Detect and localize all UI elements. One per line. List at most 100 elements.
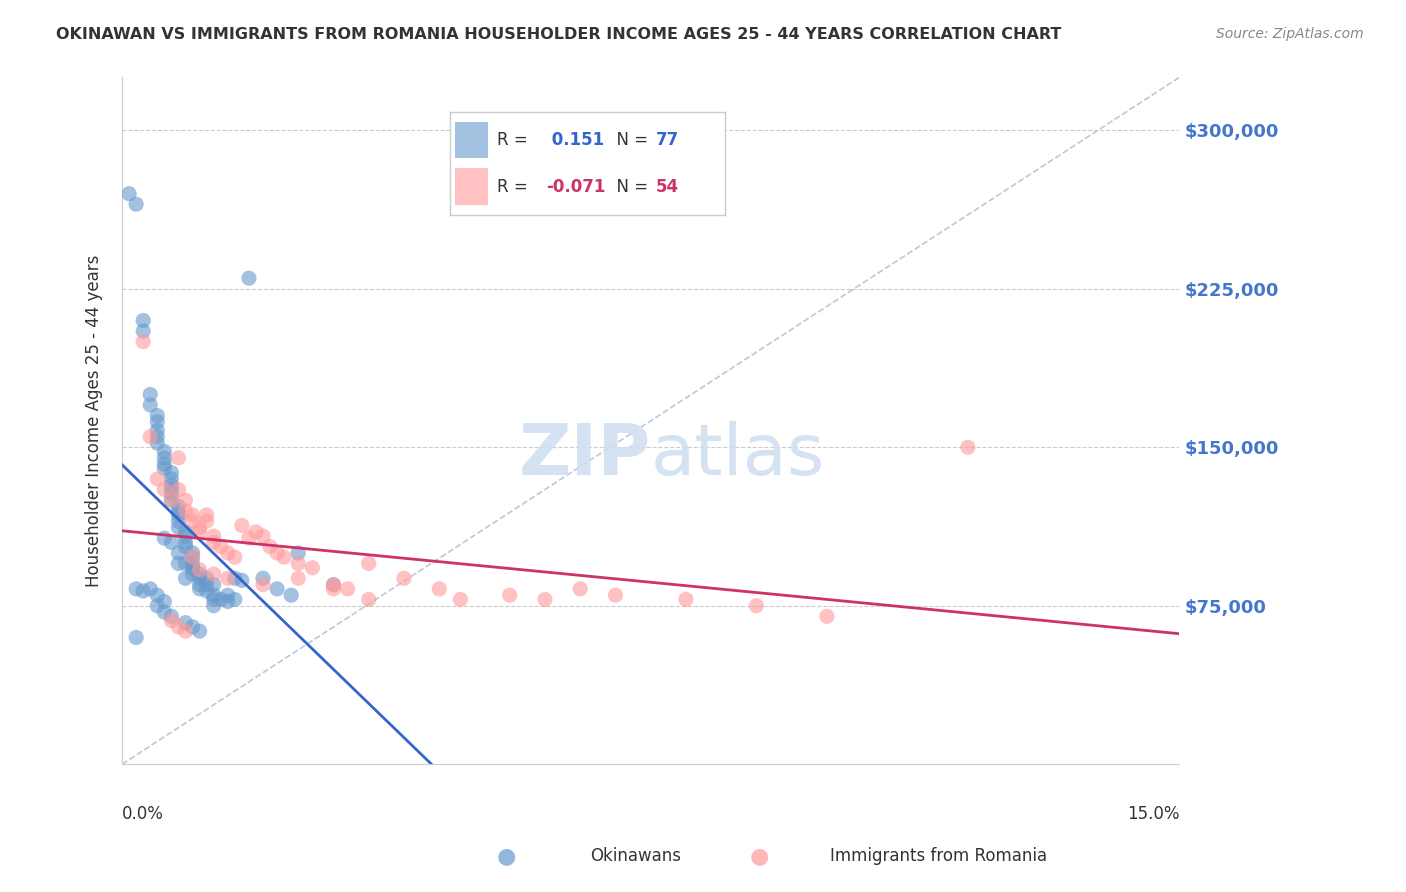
Point: [146, 430, 169, 444]
Point: [125, 582, 148, 596]
Point: [956, 440, 979, 454]
Point: [174, 493, 197, 508]
Point: [336, 582, 359, 596]
Text: 0.0%: 0.0%: [122, 805, 165, 823]
Point: [167, 500, 190, 514]
Point: [118, 186, 141, 201]
Point: [202, 529, 225, 543]
Point: [357, 557, 380, 571]
Point: [322, 577, 344, 591]
Point: [160, 535, 183, 549]
Text: Source: ZipAtlas.com: Source: ZipAtlas.com: [1216, 27, 1364, 41]
Point: [153, 594, 176, 608]
Point: [217, 594, 239, 608]
Text: OKINAWAN VS IMMIGRANTS FROM ROMANIA HOUSEHOLDER INCOME AGES 25 - 44 YEARS CORREL: OKINAWAN VS IMMIGRANTS FROM ROMANIA HOUS…: [56, 27, 1062, 42]
Point: [252, 571, 274, 585]
Point: [357, 592, 380, 607]
Point: [188, 582, 211, 596]
Point: [174, 557, 197, 571]
Point: [181, 567, 204, 582]
Point: [174, 529, 197, 543]
Text: ZIP: ZIP: [519, 421, 651, 490]
Point: [224, 571, 246, 585]
Point: [259, 540, 281, 554]
Point: [280, 588, 302, 602]
Point: [132, 334, 155, 349]
Point: [181, 514, 204, 528]
Point: [499, 588, 522, 602]
Point: [217, 546, 239, 560]
Point: [146, 415, 169, 429]
Point: [167, 483, 190, 497]
Point: [534, 592, 557, 607]
Point: [392, 571, 415, 585]
Point: [202, 592, 225, 607]
Point: [231, 574, 253, 588]
Point: [238, 271, 260, 285]
Point: [252, 529, 274, 543]
Point: [569, 582, 592, 596]
Point: [287, 571, 309, 585]
Point: [174, 615, 197, 630]
Point: [160, 466, 183, 480]
Point: [181, 560, 204, 574]
Point: [167, 450, 190, 465]
Point: [195, 514, 218, 528]
Point: [188, 571, 211, 585]
Point: [287, 557, 309, 571]
Point: [181, 557, 204, 571]
Point: [238, 531, 260, 545]
Point: [167, 520, 190, 534]
Point: [231, 518, 253, 533]
Point: [181, 560, 204, 574]
Point: [174, 540, 197, 554]
Point: [181, 546, 204, 560]
Point: [322, 577, 344, 591]
Point: [167, 546, 190, 560]
Point: [167, 508, 190, 522]
Point: [146, 472, 169, 486]
Point: [301, 560, 323, 574]
Point: [153, 483, 176, 497]
Point: [132, 313, 155, 327]
Point: [266, 582, 288, 596]
Point: [174, 624, 197, 639]
Point: [195, 584, 218, 599]
Point: [188, 624, 211, 639]
Point: [160, 483, 183, 497]
Point: [675, 592, 697, 607]
Point: [160, 472, 183, 486]
Point: [188, 520, 211, 534]
Point: [132, 584, 155, 599]
Point: [139, 387, 162, 401]
Point: [153, 531, 176, 545]
Point: [146, 436, 169, 450]
Point: [153, 461, 176, 475]
Point: [139, 582, 162, 596]
Point: [188, 563, 211, 577]
Point: [217, 588, 239, 602]
Point: [167, 504, 190, 518]
Point: [174, 571, 197, 585]
Text: ●: ●: [749, 847, 769, 866]
Point: [153, 444, 176, 458]
Point: [139, 430, 162, 444]
Point: [188, 524, 211, 539]
Point: [160, 487, 183, 501]
Point: [427, 582, 450, 596]
Point: [160, 614, 183, 628]
Point: [202, 535, 225, 549]
Point: [153, 457, 176, 471]
Point: [167, 557, 190, 571]
Point: [125, 197, 148, 211]
Text: atlas: atlas: [651, 421, 825, 490]
Point: [174, 535, 197, 549]
Point: [146, 599, 169, 613]
Point: [181, 550, 204, 565]
Point: [132, 324, 155, 338]
Point: [181, 620, 204, 634]
Point: [224, 550, 246, 565]
Point: [322, 582, 344, 596]
Point: [217, 571, 239, 585]
Point: [252, 577, 274, 591]
